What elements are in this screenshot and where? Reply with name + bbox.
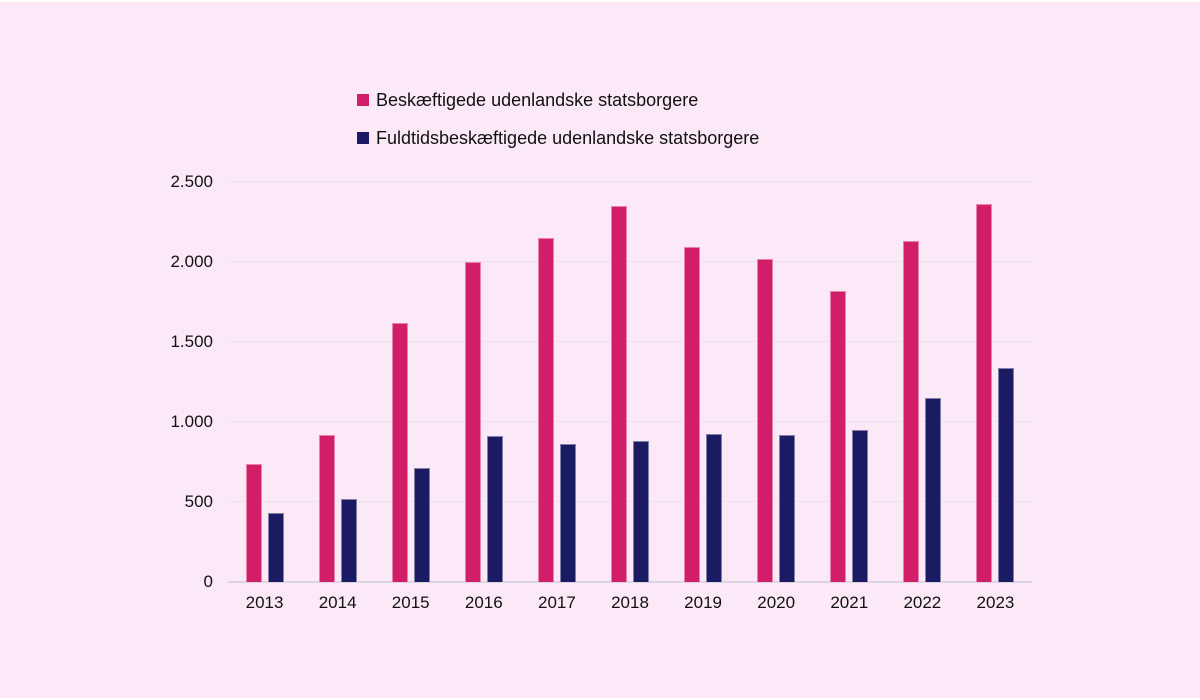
bar-beskaeftigede-2014 — [318, 434, 335, 582]
bar-beskaeftigede-2022 — [903, 241, 920, 582]
bar-beskaeftigede-2017 — [537, 238, 554, 582]
bar-beskaeftigede-2021 — [830, 290, 847, 582]
bar-beskaeftigede-2018 — [611, 206, 627, 582]
y-tick-label: 1.000 — [170, 411, 213, 431]
x-tick-label-2015: 2015 — [391, 593, 430, 612]
x-tick-label-2019: 2019 — [684, 593, 722, 612]
bar-fuldtidsbeskaeftigede-2022 — [925, 398, 942, 582]
gridline — [228, 180, 1032, 182]
x-tick-label-2017: 2017 — [537, 593, 576, 612]
y-tick-label: 2.500 — [170, 171, 213, 191]
bar-fuldtidsbeskaeftigede-2021 — [852, 430, 869, 582]
x-tick-label-2021: 2021 — [830, 593, 869, 612]
legend-square-icon — [357, 132, 369, 144]
x-tick-label-2020: 2020 — [757, 593, 796, 612]
bar-fuldtidsbeskaeftigede-2015 — [413, 467, 430, 582]
legend-item-fuldtidsbeskaeftigede: Fuldtidsbeskæftigede udenlandske statsbo… — [357, 126, 759, 150]
legend-item-beskaeftigede: Beskæftigede udenlandske statsborgere — [357, 88, 759, 112]
bar-beskaeftigede-2020 — [757, 258, 774, 582]
x-tick-label-2016: 2016 — [464, 593, 503, 612]
bar-fuldtidsbeskaeftigede-2014 — [340, 498, 357, 582]
bar-fuldtidsbeskaeftigede-2016 — [486, 436, 503, 582]
legend-label: Fuldtidsbeskæftigede udenlandske statsbo… — [376, 127, 760, 148]
bar-beskaeftigede-2015 — [391, 322, 408, 582]
y-tick-label: 500 — [184, 491, 213, 511]
bar-fuldtidsbeskaeftigede-2017 — [559, 444, 576, 582]
bar-beskaeftigede-2013 — [245, 463, 262, 582]
bar-fuldtidsbeskaeftigede-2019 — [706, 434, 723, 582]
y-tick-label: 1.500 — [170, 331, 213, 351]
bar-fuldtidsbeskaeftigede-2013 — [267, 513, 284, 582]
x-tick-label-2013: 2013 — [245, 593, 284, 612]
bar-fuldtidsbeskaeftigede-2018 — [633, 441, 649, 582]
y-tick-label: 2.000 — [170, 251, 213, 271]
gridline — [228, 340, 1032, 342]
bar-beskaeftigede-2023 — [976, 203, 993, 582]
gridline — [228, 260, 1032, 262]
page-top-edge — [0, 0, 1200, 2]
bar-beskaeftigede-2016 — [464, 262, 481, 582]
bar-beskaeftigede-2019 — [684, 246, 701, 582]
page-bottom-edge — [0, 698, 1200, 700]
bar-fuldtidsbeskaeftigede-2023 — [998, 368, 1015, 582]
x-tick-label-2014: 2014 — [318, 593, 357, 612]
bar-fuldtidsbeskaeftigede-2020 — [779, 434, 796, 582]
x-tick-label-2023: 2023 — [976, 593, 1015, 612]
x-tick-label-2022: 2022 — [903, 593, 942, 612]
gridline — [228, 500, 1032, 502]
x-axis-line — [228, 580, 1032, 583]
gridline — [228, 420, 1032, 422]
legend-square-icon — [357, 94, 369, 106]
chart-legend: Beskæftigede udenlandske statsborgere Fu… — [357, 88, 759, 150]
legend-label: Beskæftigede udenlandske statsborgere — [376, 89, 699, 110]
y-tick-label: 0 — [203, 571, 213, 591]
x-tick-label-2018: 2018 — [611, 593, 649, 612]
